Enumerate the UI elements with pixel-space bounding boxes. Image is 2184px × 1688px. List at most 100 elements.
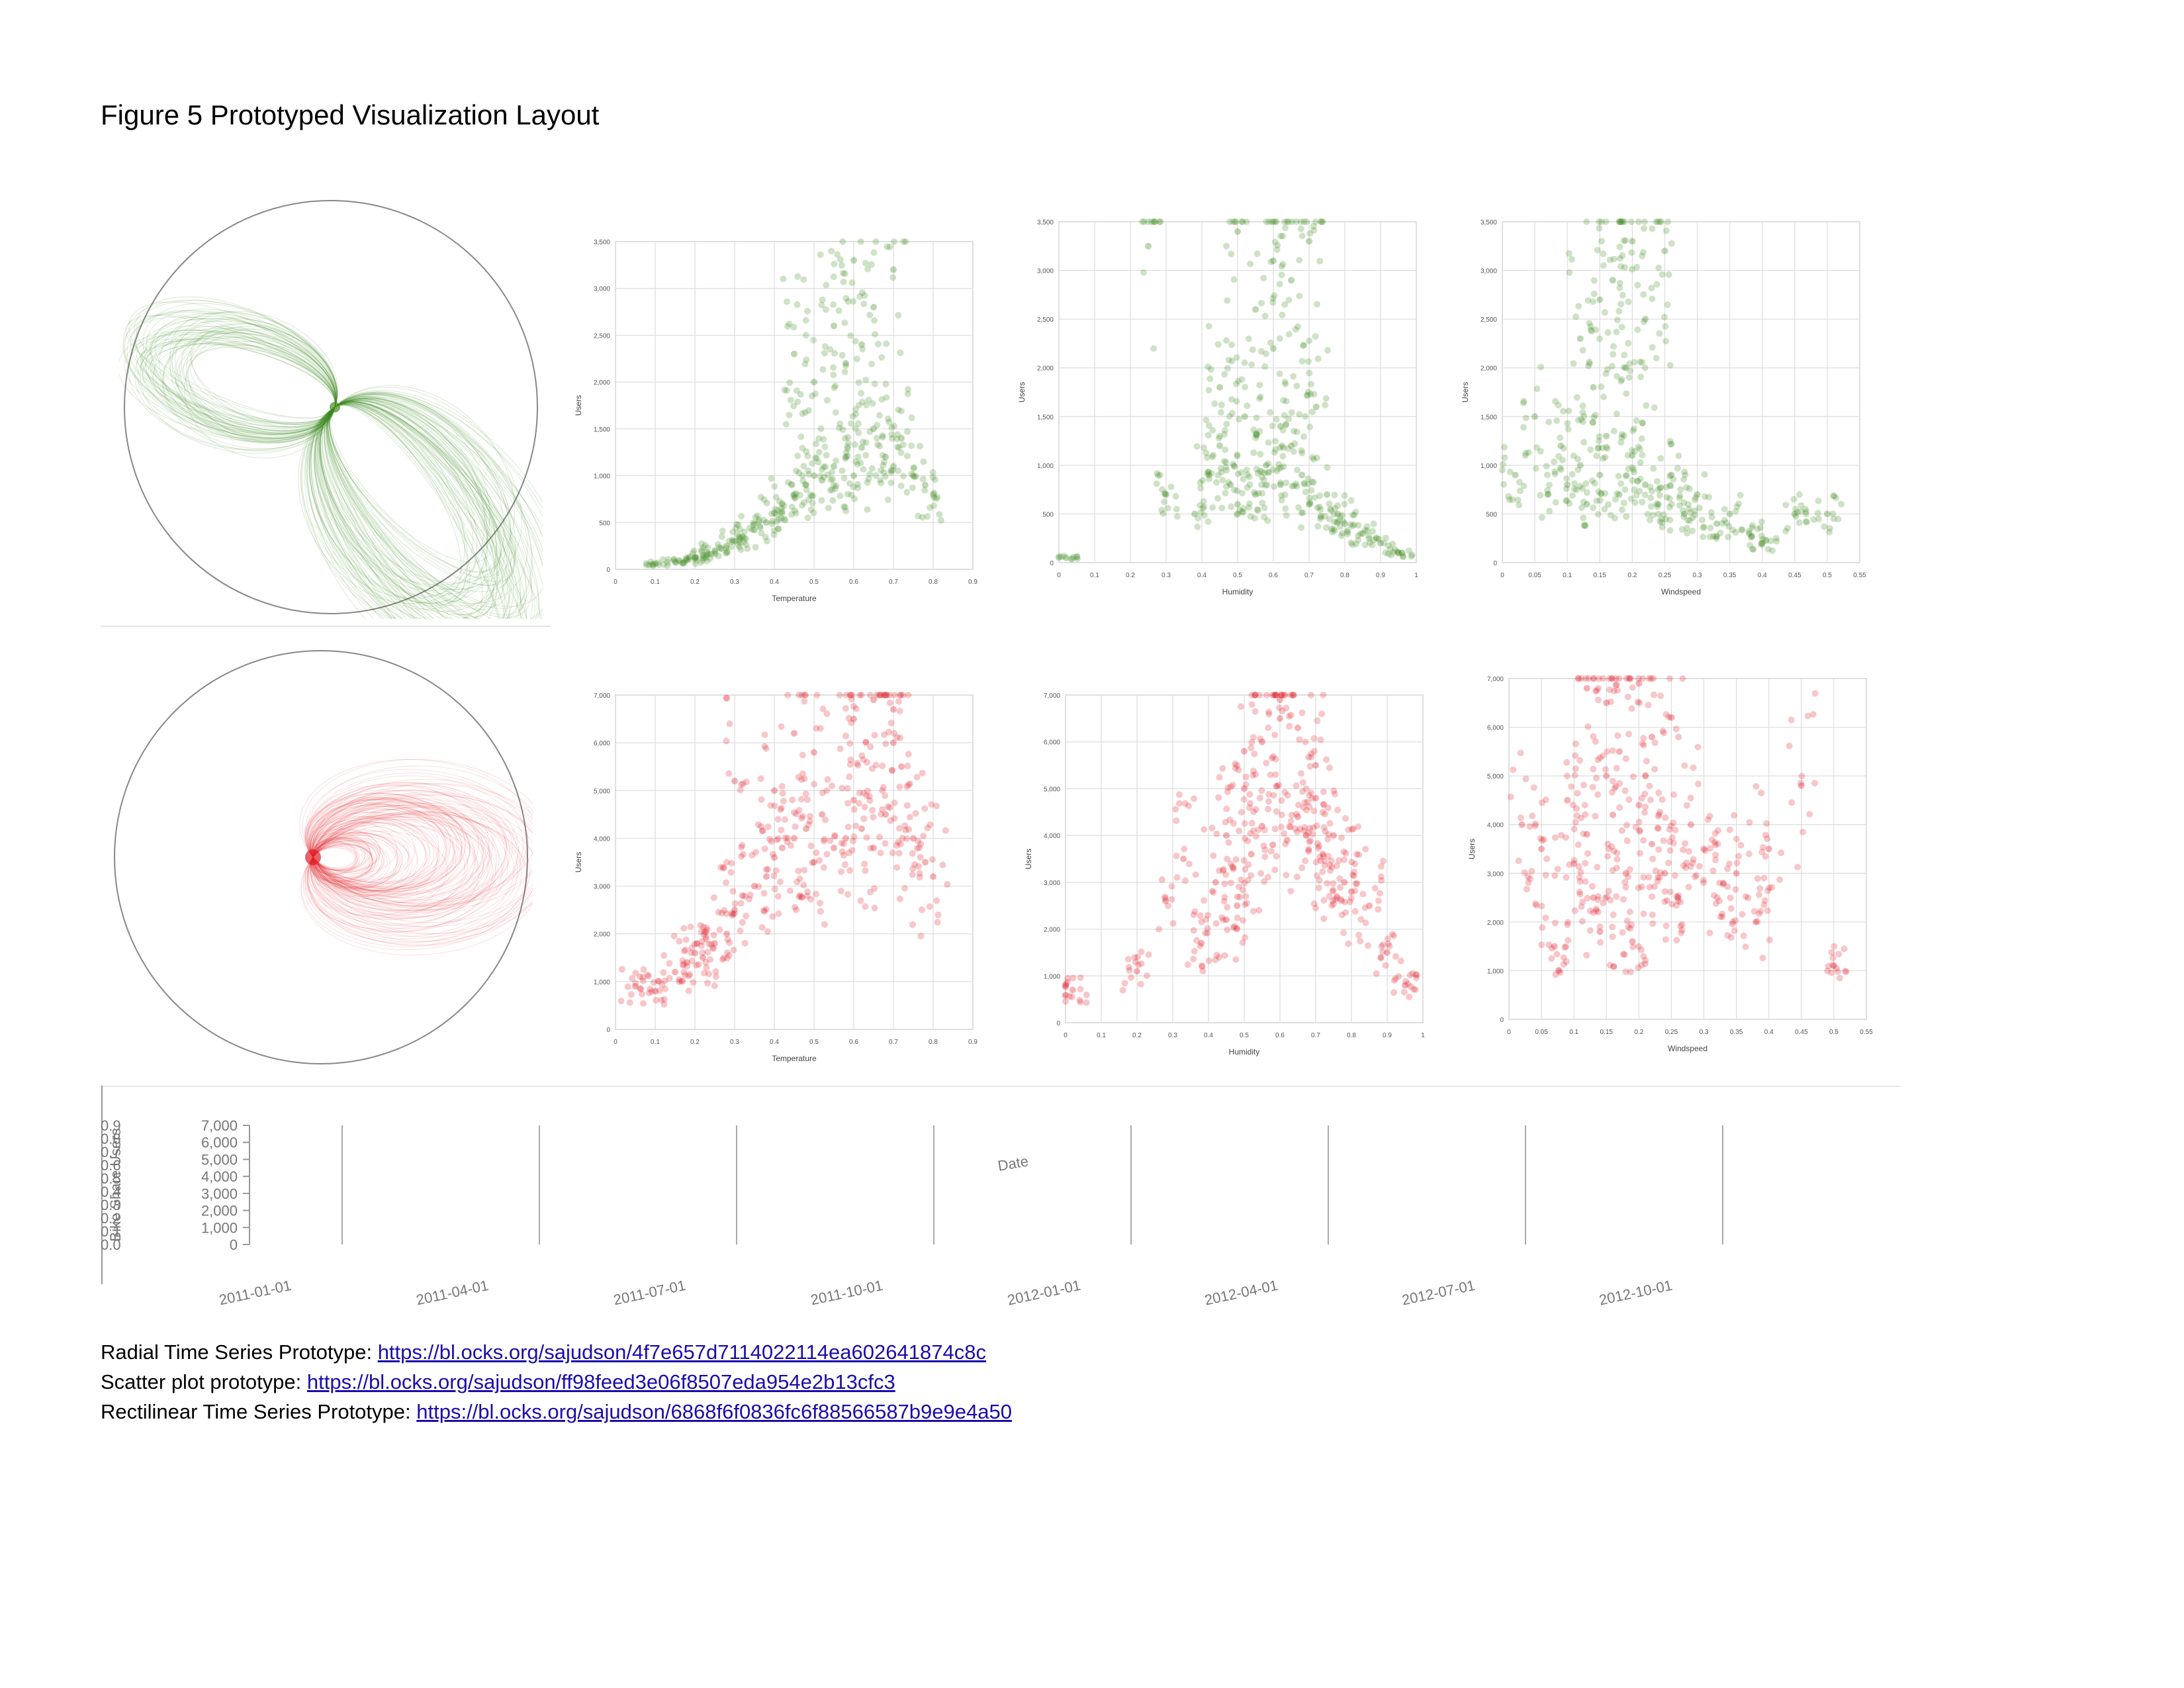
x-tick-label: 0.5 <box>809 1039 819 1046</box>
scatter-point <box>794 878 801 886</box>
scatter-point <box>1576 890 1584 898</box>
scatter-point <box>1551 834 1559 841</box>
scatter-point <box>1400 553 1407 561</box>
scatter-point <box>1757 540 1764 547</box>
scatter-point <box>879 451 886 459</box>
scatter-point <box>778 826 785 833</box>
scatter-point <box>791 350 797 357</box>
scatter-green-windspeed: 0 0.05 0.1 0.15 0.2 0.25 0.3 0.35 0.4 0.45 0.5 0.55… <box>1461 218 1866 596</box>
scatter-point <box>1272 692 1279 698</box>
scatter-point <box>1676 492 1684 499</box>
scatter-point <box>800 499 807 506</box>
y-tick-label: 4,000 <box>594 835 610 843</box>
scatter-point <box>1306 230 1314 237</box>
scatter-point <box>1213 479 1220 486</box>
scatter-point <box>1250 733 1257 741</box>
radial-trace <box>312 837 368 872</box>
scatter-point <box>848 692 856 698</box>
scatter-point <box>1555 402 1562 409</box>
scatter-point <box>1412 986 1419 993</box>
scatter-point <box>886 692 893 698</box>
scatter-point <box>916 844 923 851</box>
scatter-point <box>846 773 853 780</box>
scatter-point <box>1606 686 1614 693</box>
scatter-point <box>655 978 662 985</box>
scatter-point <box>922 481 929 489</box>
scatter-point <box>1150 218 1158 225</box>
caption-link-rectilinear[interactable]: https://bl.ocks.org/sajudson/6868f6f0836… <box>416 1400 1012 1423</box>
scatter-point <box>870 425 877 432</box>
scatter-point <box>1339 530 1346 537</box>
scatter-point <box>1631 486 1638 493</box>
scatter-point <box>1601 506 1608 513</box>
scatter-point <box>1647 796 1655 804</box>
scatter-point <box>1713 894 1721 901</box>
scatter-point <box>1639 419 1646 426</box>
scatter-point <box>917 853 924 861</box>
scatter-point <box>1691 496 1698 504</box>
scatter-point <box>1242 781 1250 788</box>
scatter-point <box>1709 867 1717 874</box>
scatter-point <box>1616 218 1623 225</box>
scatter-point <box>879 787 886 794</box>
scatter-point <box>873 434 880 442</box>
scatter-point <box>746 524 753 532</box>
scatter-point <box>1361 541 1369 549</box>
scatter-point <box>1733 835 1740 843</box>
scatter-point <box>1637 358 1644 365</box>
scatter-point <box>1637 459 1644 466</box>
scatter-point <box>1565 407 1572 414</box>
scatter-point <box>1259 823 1265 829</box>
scatter-point <box>1596 496 1604 504</box>
scatter-point <box>1351 860 1359 867</box>
scatter-point <box>1656 874 1663 881</box>
scatter-point <box>803 356 810 363</box>
scatter-point <box>1068 993 1075 1000</box>
scatter-point <box>1238 218 1246 225</box>
caption-link-scatter[interactable]: https://bl.ocks.org/sajudson/ff98feed3e0… <box>306 1370 895 1393</box>
scatter-point <box>889 767 896 774</box>
radial-trace <box>312 804 497 919</box>
scatter-point <box>772 494 780 501</box>
scatter-point <box>1762 536 1770 543</box>
scatter-point <box>901 884 909 892</box>
scatter-point <box>841 270 848 277</box>
scatter-point <box>1369 528 1377 535</box>
scatter-point <box>1681 840 1688 847</box>
scatter-point <box>1514 496 1522 504</box>
scatter-point <box>800 276 807 283</box>
radial-trace <box>328 401 527 616</box>
scatter-point <box>1610 963 1617 970</box>
scatter-point <box>897 407 905 414</box>
scatter-point <box>1305 848 1312 855</box>
radial-trace <box>188 326 338 443</box>
scatter-point <box>1269 841 1277 849</box>
scatter-point <box>1304 798 1311 806</box>
scatter-point <box>707 555 714 562</box>
scatter-point <box>1329 888 1336 895</box>
scatter-point <box>1580 498 1587 506</box>
scatter-point <box>791 729 797 737</box>
caption-link-radial[interactable]: https://bl.ocks.org/sajudson/4f7e657d711… <box>377 1340 986 1364</box>
scatter-point <box>1758 539 1766 547</box>
scatter-point <box>856 789 863 796</box>
scatter-point <box>664 559 671 566</box>
scatter-point <box>1261 853 1269 861</box>
scatter-point <box>1670 839 1677 847</box>
scatter-point <box>1593 452 1600 459</box>
scatter-point <box>1683 524 1690 532</box>
scatter-point <box>1322 401 1329 408</box>
scatter-point <box>887 817 894 824</box>
scatter-point <box>850 298 857 305</box>
radial-trace <box>328 403 541 619</box>
scatter-point <box>655 561 662 569</box>
scatter-point <box>795 867 802 874</box>
scatter-point <box>1707 508 1715 516</box>
scatter-point <box>783 387 790 394</box>
scatter-point <box>1636 699 1643 706</box>
scatter-point <box>1636 827 1643 835</box>
radial-trace <box>299 759 533 901</box>
scatter-point <box>1261 878 1268 885</box>
scatter-point <box>723 542 730 549</box>
scatter-point <box>1156 925 1163 933</box>
